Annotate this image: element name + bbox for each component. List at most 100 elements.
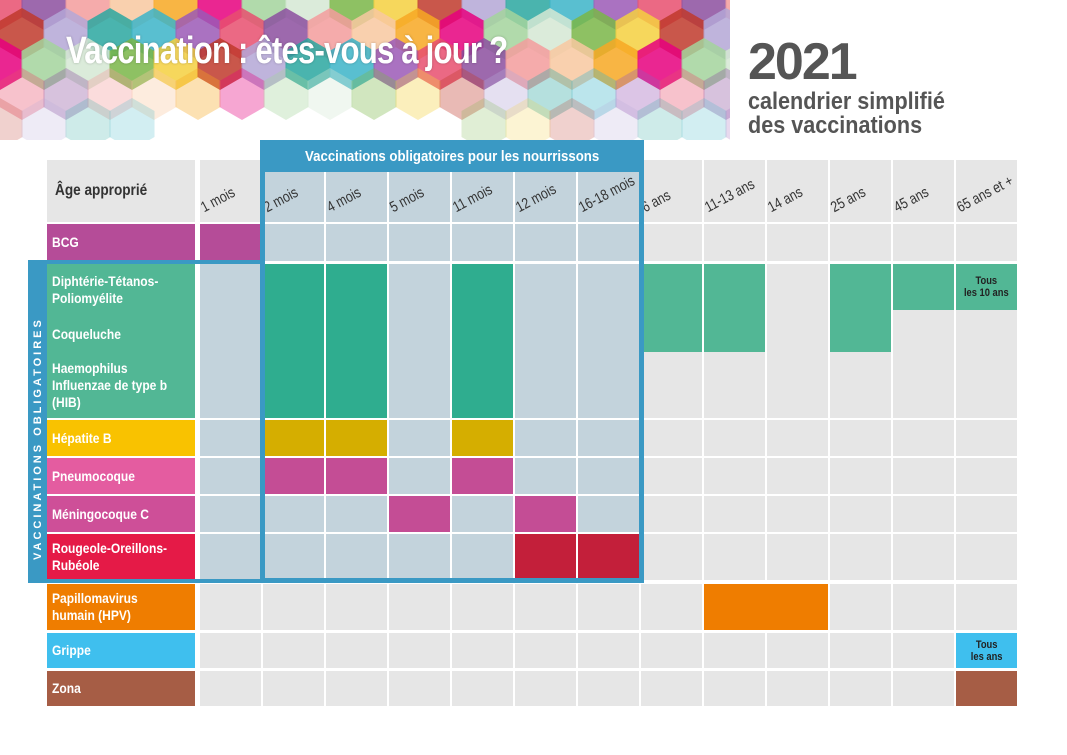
schedule-cell <box>704 633 765 668</box>
vaccine-row-label: Papillomavirus humain (HPV) <box>47 584 195 630</box>
schedule-cell <box>200 633 261 668</box>
obligatory-frame <box>260 140 644 583</box>
hexagon-tile <box>483 68 529 120</box>
schedule-cell <box>515 224 576 261</box>
schedule-cell <box>767 264 828 316</box>
hexagon-tile <box>21 38 67 90</box>
hexagon-tile <box>263 68 309 120</box>
schedule-cell <box>515 671 576 706</box>
schedule-cell <box>830 584 891 630</box>
hexagon-tile <box>725 108 730 140</box>
schedule-cell <box>578 458 639 494</box>
hexagon-tile <box>505 98 551 140</box>
schedule-cell <box>515 458 576 494</box>
schedule-cell <box>578 584 639 630</box>
schedule-cell <box>830 224 891 261</box>
hexagon-tile <box>175 68 221 120</box>
schedule-cell <box>515 420 576 456</box>
schedule-cell <box>704 534 765 580</box>
schedule-cell <box>893 352 954 418</box>
menc-dose <box>515 496 576 532</box>
age-column-header: 45 ans <box>891 160 954 222</box>
vaccine-row-label: Coqueluche <box>47 316 195 352</box>
page-title: Vaccination : êtes-vous à jour ? <box>66 30 508 72</box>
hexagon-tile <box>527 68 573 120</box>
age-column-label: 25 ans <box>828 183 869 216</box>
vaccine-row-label: Méningocoque C <box>47 496 195 532</box>
hexagon-tile <box>461 38 507 90</box>
schedule-cell <box>893 458 954 494</box>
schedule-cell <box>452 584 513 630</box>
schedule-cell <box>578 316 639 352</box>
schedule-cell <box>200 352 261 418</box>
age-column-header: 1 mois <box>198 160 261 222</box>
schedule-cell <box>830 534 891 580</box>
age-column-label: 65 ans et + <box>954 172 1017 216</box>
hexagon-tile <box>703 68 730 120</box>
vaccine-row-label: Grippe <box>47 633 195 668</box>
schedule-cell <box>200 534 261 580</box>
obligatory-header-text: Vaccinations obligatoires pour les nourr… <box>304 147 600 165</box>
schedule-cell <box>389 352 450 418</box>
schedule-cell <box>704 420 765 456</box>
schedule-cell <box>263 496 324 532</box>
schedule-cell <box>767 496 828 532</box>
subtitle-line-2: des vaccinations <box>748 112 923 139</box>
menc-dose <box>389 496 450 532</box>
dtp-infant-dose <box>326 264 387 418</box>
hexagon-tile <box>505 38 551 90</box>
vaccine-name: Méningocoque C <box>52 505 149 522</box>
hexagon-tile <box>549 38 595 90</box>
age-column-header: 25 ans <box>828 160 891 222</box>
schedule-cell <box>515 633 576 668</box>
schedule-cell <box>704 458 765 494</box>
schedule-cell <box>956 316 1017 352</box>
age-column-header: 11-13 ans <box>702 160 765 222</box>
age-column-label: 1 mois <box>198 183 238 216</box>
schedule-cell <box>389 458 450 494</box>
hexagon-tile <box>219 68 265 120</box>
hexagon-tile <box>417 38 463 90</box>
dtp-infant-dose <box>452 264 513 418</box>
schedule-cell <box>263 584 324 630</box>
schedule-cell <box>704 224 765 261</box>
dtp-senior-note-text: Tous les 10 ans <box>964 275 1009 299</box>
schedule-cell <box>389 316 450 352</box>
schedule-cell <box>200 458 261 494</box>
vaccine-name: Papillomavirus humain (HPV) <box>52 590 138 623</box>
schedule-cell <box>578 633 639 668</box>
schedule-cell <box>578 420 639 456</box>
vaccine-row-label: Diphtérie-Tétanos- Poliomyélite <box>47 264 195 316</box>
hexagon-tile <box>681 98 727 140</box>
hexagon-tile <box>461 98 507 140</box>
hexagon-tile <box>329 38 375 90</box>
schedule-cell <box>326 496 387 532</box>
schedule-cell <box>452 224 513 261</box>
vaccine-row-label: Haemophilus Influenzae de type b (HIB) <box>47 352 195 418</box>
schedule-cell <box>641 458 702 494</box>
hexagon-tile <box>637 38 683 90</box>
schedule-cell <box>893 671 954 706</box>
schedule-cell <box>704 352 765 418</box>
hexagon-tile <box>659 68 705 120</box>
obligatory-frame-top <box>28 260 264 264</box>
schedule-cell <box>956 496 1017 532</box>
hepb-dose <box>326 420 387 456</box>
schedule-cell <box>956 534 1017 580</box>
schedule-cell <box>956 458 1017 494</box>
schedule-cell <box>830 633 891 668</box>
schedule-cell <box>956 420 1017 456</box>
schedule-cell <box>389 671 450 706</box>
obligatory-sidebar: VACCINATIONS OBLIGATOIRES <box>28 260 47 583</box>
schedule-cell <box>326 671 387 706</box>
hexagon-tile <box>241 38 287 90</box>
age-column-header: 65 ans et + <box>954 160 1017 222</box>
dtp-booster <box>893 264 954 310</box>
pneumo-dose <box>452 458 513 494</box>
schedule-cell <box>641 633 702 668</box>
hexagon-tile <box>307 68 353 120</box>
schedule-cell <box>893 496 954 532</box>
hexagon-tile <box>593 98 639 140</box>
schedule-cell <box>767 671 828 706</box>
hexagon-tile <box>131 68 177 120</box>
